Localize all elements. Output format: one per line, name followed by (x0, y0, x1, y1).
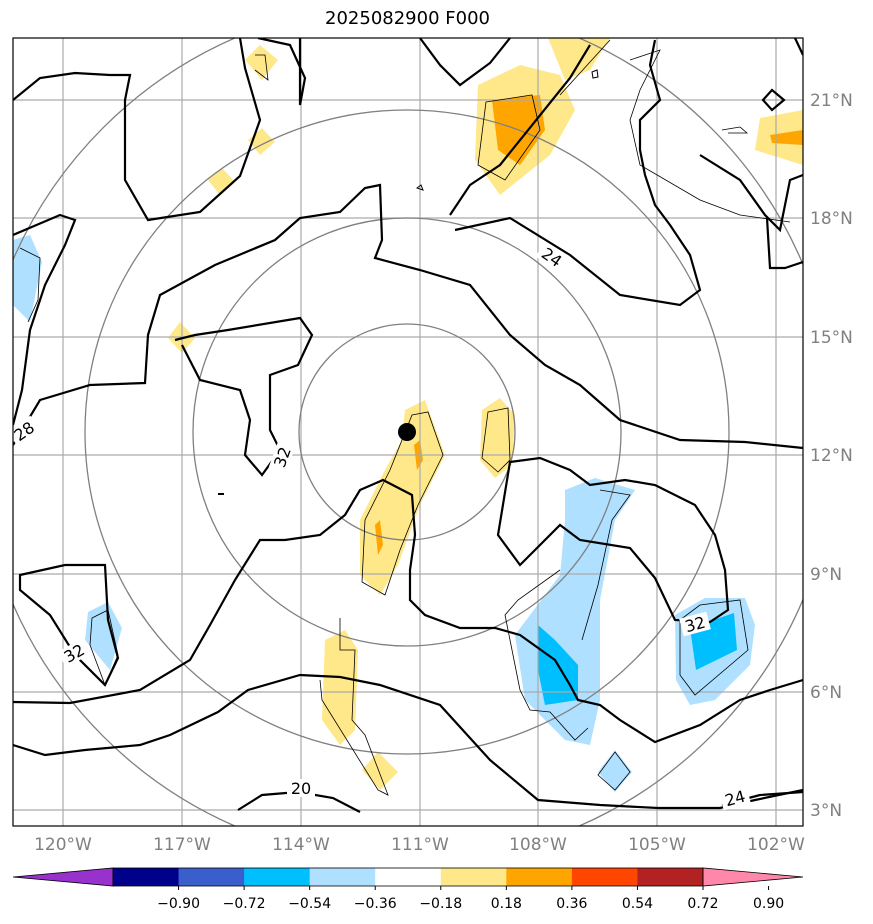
map-content: 24 28 32 32 32 20 24 (13, 38, 803, 826)
lat-tick-label: 12°N (810, 446, 853, 466)
storm-center-marker (398, 423, 416, 441)
colorbar-segment (309, 868, 376, 886)
thick-contours (13, 38, 803, 813)
lon-tick-label: 117°W (153, 835, 211, 855)
contour-labels: 24 28 32 32 32 20 24 (13, 241, 751, 811)
contour-label: 20 (291, 779, 311, 798)
graticule (13, 38, 803, 826)
colorbar-tick-label: 0.36 (556, 896, 587, 912)
lat-tick-label: 21°N (810, 91, 853, 111)
lon-axis: 120°W 117°W 114°W 111°W 108°W 105°W 102°… (34, 835, 805, 855)
colorbar-tick-label: −0.18 (419, 896, 462, 912)
lat-tick-label: 15°N (810, 328, 853, 348)
colorbar-tick-label: 0.18 (491, 896, 522, 912)
colorbar-tick-label: −0.36 (354, 896, 397, 912)
lat-tick-label: 3°N (810, 801, 842, 821)
colorbar-tick-label: 0.54 (622, 896, 653, 912)
chart-title: 2025082900 F000 (325, 8, 490, 29)
colorbar-segment (178, 868, 245, 886)
colorbar-segment (375, 868, 442, 886)
lon-tick-label: 120°W (34, 835, 92, 855)
colorbar-segment (113, 868, 180, 886)
map-frame (12, 37, 804, 827)
contour-label: 32 (683, 613, 708, 637)
lat-tick-label: 18°N (810, 209, 853, 229)
colorbar: −0.90 −0.72 −0.54 −0.36 −0.18 0.18 0.36 0.54 0.7… (12, 867, 804, 912)
lon-tick-label: 108°W (509, 835, 567, 855)
colorbar-segment (571, 868, 638, 886)
lat-axis: 21°N 18°N 15°N 12°N 9°N 6°N 3°N (810, 91, 853, 821)
lat-tick-label: 9°N (810, 565, 842, 585)
thin-contours (19, 39, 791, 796)
colorbar-tick-label: −0.54 (288, 896, 331, 912)
colorbar-tick-label: 0.90 (753, 896, 784, 912)
colorbar-extend-max (702, 867, 804, 887)
colorbar-segment (637, 868, 704, 886)
lon-tick-label: 114°W (272, 835, 330, 855)
colorbar-tick-label: −0.90 (157, 896, 200, 912)
positive-shading (168, 38, 803, 790)
colorbar-tick-label: −0.72 (223, 896, 266, 912)
range-rings (13, 38, 803, 826)
colorbar-segment (506, 868, 573, 886)
contour-label: 24 (723, 787, 748, 811)
colorbar-extend-min (12, 867, 114, 887)
colorbar-frame (112, 867, 704, 887)
lon-tick-label: 102°W (747, 835, 805, 855)
lat-tick-label: 6°N (810, 683, 842, 703)
colorbar-segment (244, 868, 311, 886)
lon-tick-label: 111°W (391, 835, 449, 855)
lon-tick-label: 105°W (628, 835, 686, 855)
colorbar-segment (440, 868, 507, 886)
colorbar-tick-label: 0.72 (687, 896, 718, 912)
